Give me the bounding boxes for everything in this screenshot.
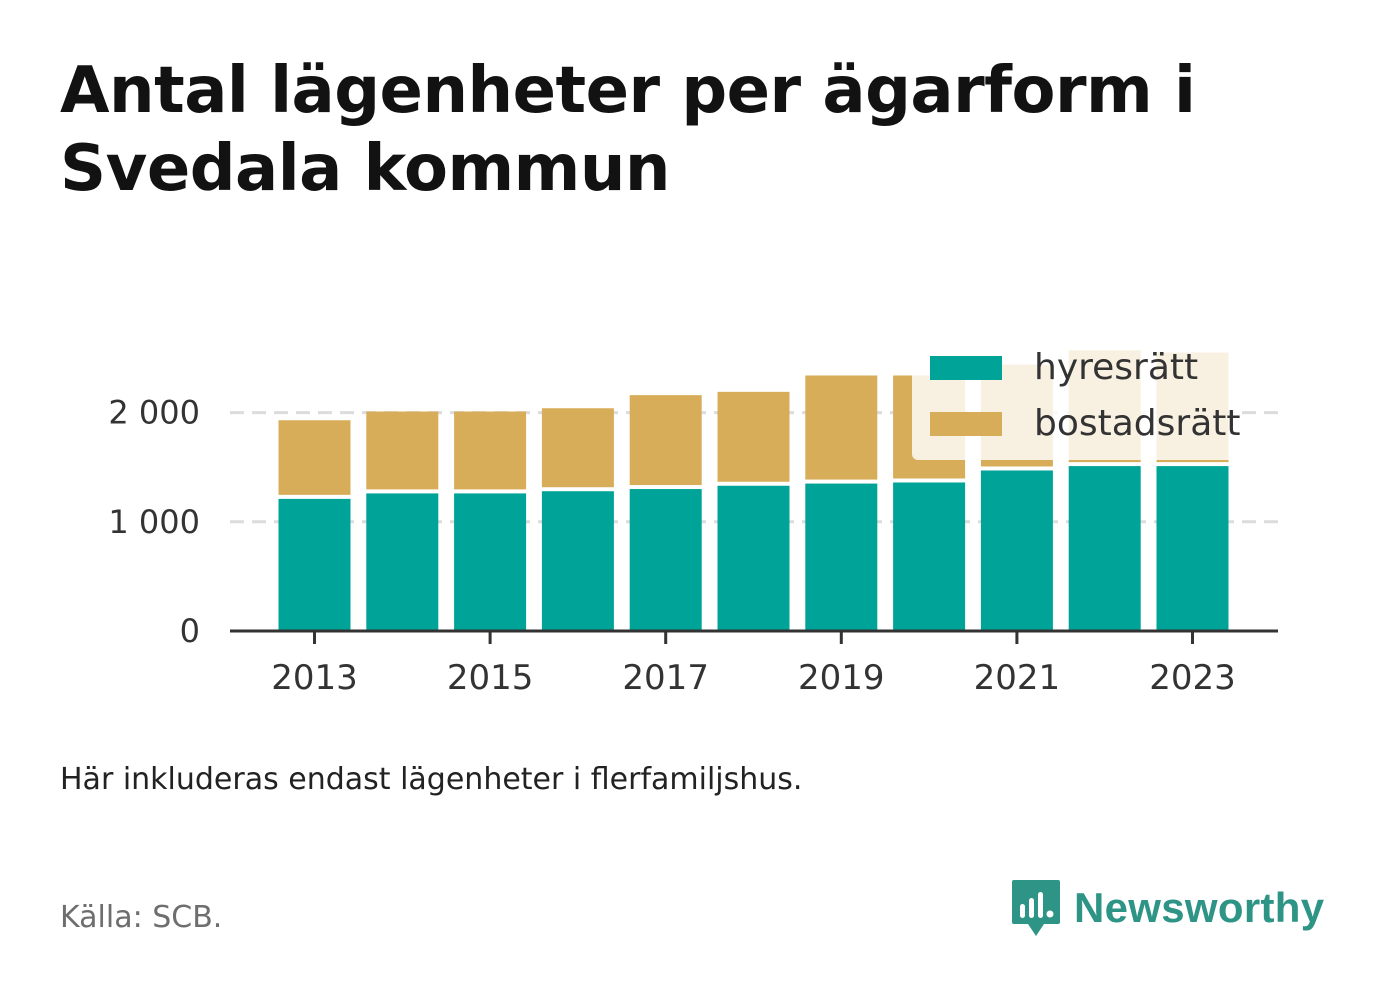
bar-hyresratt: [717, 485, 790, 631]
x-tick-label: 2015: [447, 658, 534, 698]
x-tick-label: 2013: [271, 658, 358, 698]
bar-hyresratt: [366, 493, 439, 631]
bar-hyresratt: [541, 491, 614, 631]
x-tick-label: 2021: [974, 658, 1061, 698]
brand-name: Newsworthy: [1074, 884, 1325, 931]
y-tick-label: 1 000: [108, 503, 200, 541]
bar-bostadsratt: [805, 375, 878, 480]
bar-bostadsratt: [717, 391, 790, 482]
axes: 0 1 000 2 000 2013 2015 2017 2019 2021 2023: [108, 394, 1278, 698]
source-text: Källa: SCB.: [60, 900, 223, 935]
bar-bostadsratt: [629, 395, 702, 486]
bar-bostadsratt: [541, 408, 614, 488]
legend-label-hyresratt: hyresrätt: [1034, 347, 1198, 388]
bars: [278, 350, 1229, 631]
bar-hyresratt: [278, 498, 351, 631]
x-tick-label: 2017: [622, 658, 709, 698]
bar-hyresratt: [805, 483, 878, 631]
legend-label-bostadsratt: bostadsrätt: [1034, 403, 1241, 444]
newsworthy-logo-icon: [1012, 880, 1060, 936]
bar-hyresratt: [629, 489, 702, 631]
legend: hyresrätt bostadsrätt: [912, 344, 1242, 460]
y-tick-label: 2 000: [108, 394, 200, 432]
x-tick-label: 2019: [798, 658, 885, 698]
x-tick-label: 2023: [1149, 658, 1236, 698]
bar-bostadsratt: [454, 411, 527, 490]
bar-bostadsratt: [366, 411, 439, 490]
y-tick-label: 0: [180, 612, 200, 650]
bar-hyresratt: [454, 493, 527, 631]
legend-swatch-bostadsratt: [930, 412, 1002, 436]
chart-title: Antal lägenheter per ägarform i Svedala …: [60, 54, 1196, 206]
chart-note: Här inkluderas endast lägenheter i flerf…: [60, 762, 803, 797]
bar-hyresratt: [1068, 466, 1141, 631]
legend-swatch-hyresratt: [930, 356, 1002, 380]
bar-bostadsratt: [278, 420, 351, 495]
bar-hyresratt: [893, 482, 966, 631]
bar-hyresratt: [980, 470, 1053, 631]
bar-hyresratt: [1156, 466, 1229, 631]
brand-logo: Newsworthy: [1010, 878, 1324, 938]
